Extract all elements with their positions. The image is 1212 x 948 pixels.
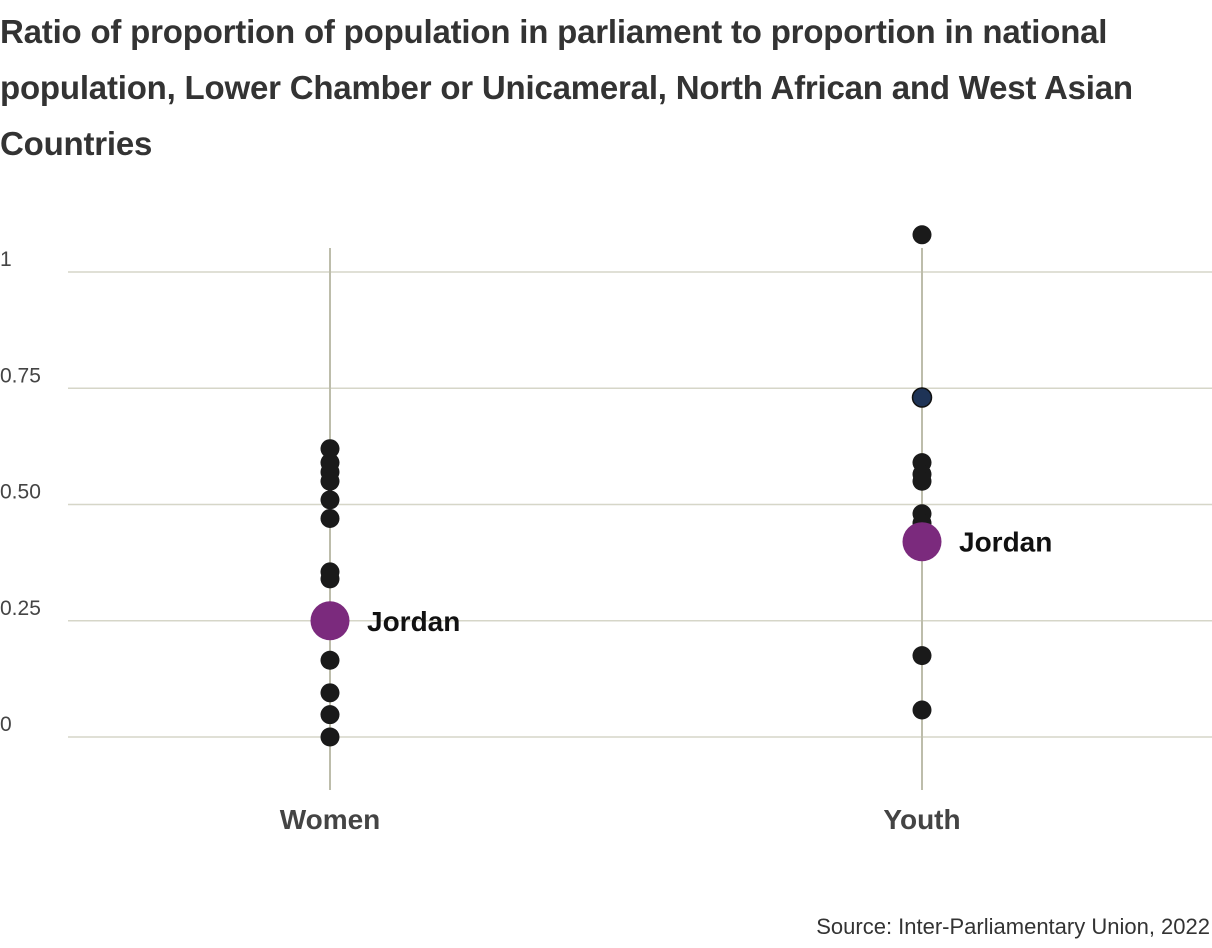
highlight-points: Jordan Jordan xyxy=(310,522,1052,641)
y-tick-label: 1 xyxy=(0,248,12,271)
data-point xyxy=(320,490,340,510)
highlight-label: Jordan xyxy=(367,606,460,637)
data-point xyxy=(912,471,932,491)
y-tick-label: 0.75 xyxy=(0,364,41,387)
data-point xyxy=(320,650,340,670)
gridlines xyxy=(68,271,1212,738)
y-tick-label: 0 xyxy=(0,713,12,736)
y-tick-label: 0.25 xyxy=(0,597,41,620)
data-point xyxy=(911,387,933,408)
data-point xyxy=(912,646,932,666)
data-point xyxy=(320,439,340,459)
data-point xyxy=(912,700,932,720)
y-axis-tick-labels: 0 0.25 0.50 0.75 1 xyxy=(0,248,41,736)
data-point xyxy=(320,705,340,725)
highlight-point xyxy=(310,601,350,641)
category-label: Youth xyxy=(883,804,960,835)
category-axis: Women Youth xyxy=(280,248,961,835)
data-point xyxy=(320,683,340,703)
data-point xyxy=(320,471,340,491)
chart-title: Ratio of proportion of population in par… xyxy=(0,13,1133,162)
chart-source: Source: Inter-Parliamentary Union, 2022 xyxy=(816,914,1210,939)
category-label: Women xyxy=(280,804,381,835)
highlight-label: Jordan xyxy=(959,527,1052,558)
data-points xyxy=(320,225,933,747)
data-point xyxy=(320,569,340,589)
y-tick-label: 0.50 xyxy=(0,481,41,504)
data-point xyxy=(320,508,340,528)
data-point xyxy=(912,225,932,245)
data-point xyxy=(320,727,340,747)
highlight-point xyxy=(902,522,942,562)
